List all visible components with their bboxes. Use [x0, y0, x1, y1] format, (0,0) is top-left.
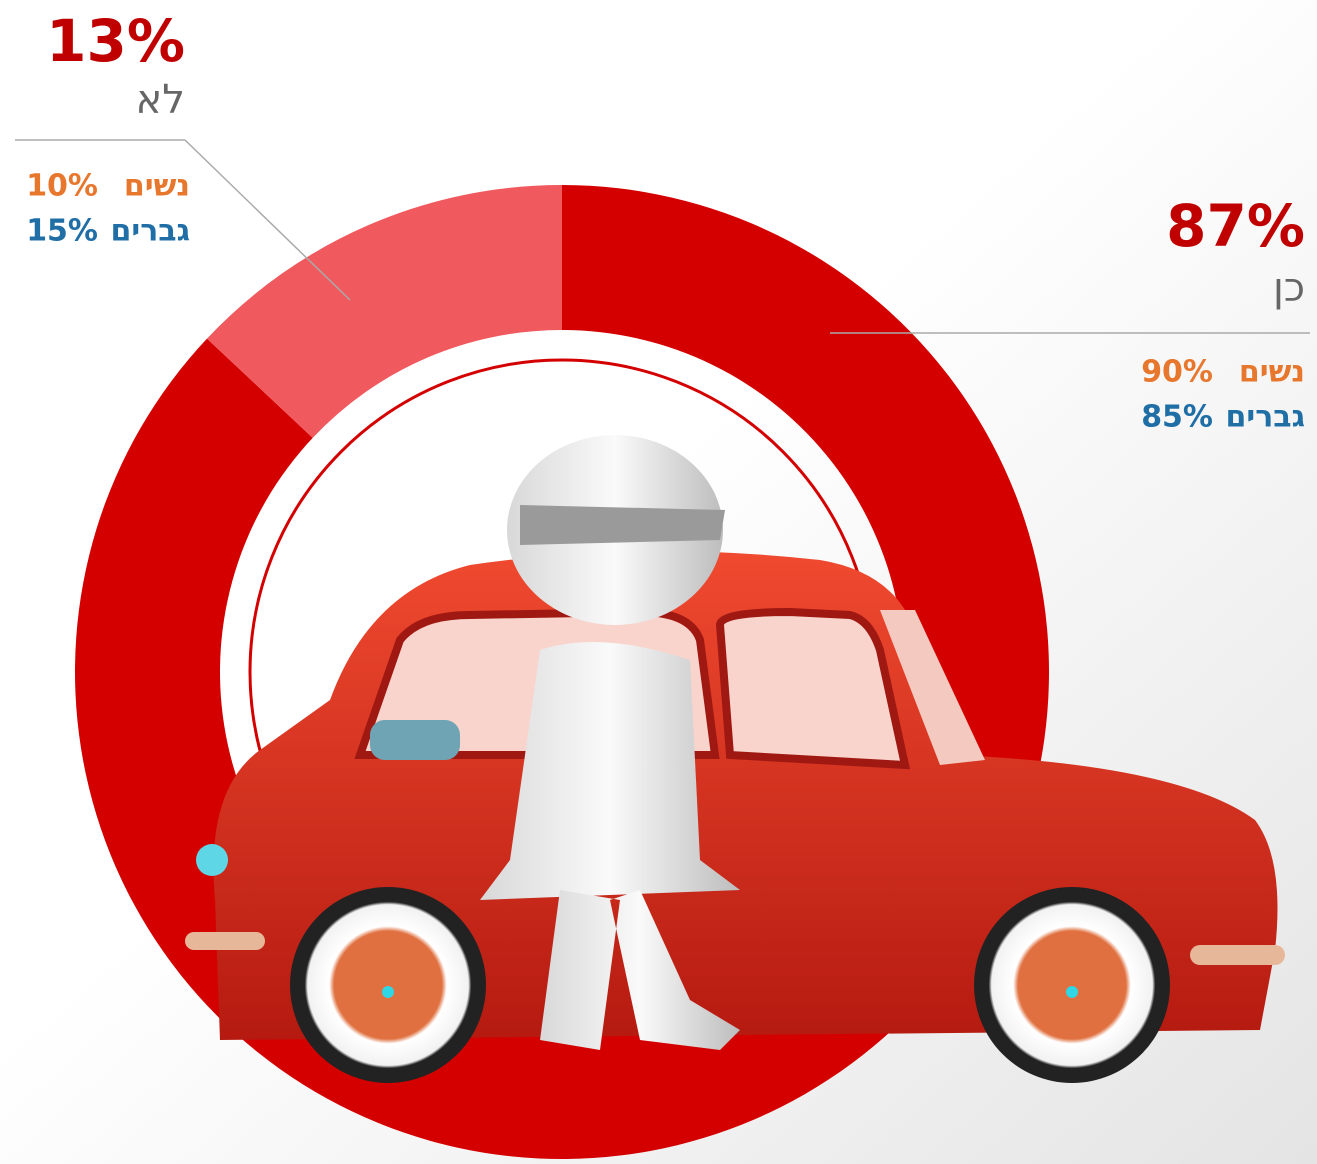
breakdown-value: 90%	[1141, 355, 1213, 390]
breakdown-name: גברים	[1226, 400, 1305, 435]
breakdown-value: 85%	[1141, 400, 1213, 435]
value-label: 87%	[1166, 192, 1305, 260]
breakdown-value: 15%	[26, 214, 98, 249]
breakdown-name: נשים	[1239, 355, 1305, 390]
breakdown-name: נשים	[124, 169, 190, 204]
category-label: לא	[136, 77, 185, 123]
value-label: 13%	[46, 7, 185, 75]
chart: 13% לא 87% כן נשים 90% נשים 10% גברים 85% גברי…	[0, 0, 1317, 1164]
breakdown-name: גברים	[111, 214, 190, 249]
breakdown-value: 10%	[26, 169, 98, 204]
category-label: כן	[1273, 265, 1305, 311]
